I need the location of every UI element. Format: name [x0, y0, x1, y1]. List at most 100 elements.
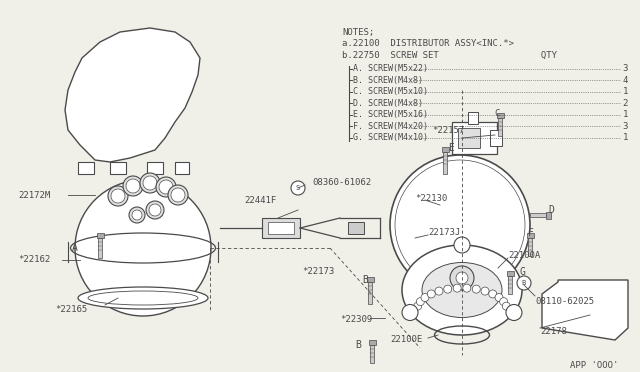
- Circle shape: [472, 285, 480, 293]
- Circle shape: [140, 173, 160, 193]
- Circle shape: [123, 176, 143, 196]
- Bar: [468, 112, 478, 124]
- Polygon shape: [65, 28, 200, 162]
- Bar: [98, 238, 102, 258]
- Circle shape: [456, 272, 468, 284]
- Text: 22178: 22178: [540, 327, 567, 337]
- Circle shape: [502, 302, 510, 310]
- Bar: [262, 218, 300, 238]
- Text: 2: 2: [623, 99, 628, 108]
- Text: F. SCREW(M4x20): F. SCREW(M4x20): [353, 122, 428, 131]
- Bar: [452, 122, 497, 154]
- Text: *22162: *22162: [18, 256, 51, 264]
- Bar: [442, 147, 449, 152]
- Circle shape: [75, 180, 211, 316]
- Circle shape: [453, 284, 461, 292]
- Text: C: C: [494, 109, 499, 118]
- Bar: [458, 128, 480, 148]
- Bar: [268, 222, 294, 234]
- Ellipse shape: [422, 263, 502, 317]
- Text: 1: 1: [623, 87, 628, 96]
- Circle shape: [146, 201, 164, 219]
- Text: A: A: [72, 243, 78, 253]
- Text: G: G: [520, 267, 526, 277]
- Bar: [110, 162, 126, 174]
- Text: F: F: [528, 228, 534, 238]
- Text: *22130: *22130: [415, 193, 447, 202]
- Circle shape: [517, 276, 531, 290]
- Circle shape: [421, 294, 429, 301]
- Text: 1: 1: [623, 133, 628, 142]
- Text: B: B: [355, 340, 361, 350]
- Text: *22309: *22309: [340, 315, 372, 324]
- Circle shape: [495, 294, 503, 301]
- Circle shape: [390, 155, 530, 295]
- Text: 3: 3: [623, 64, 628, 73]
- Circle shape: [108, 186, 128, 206]
- Circle shape: [454, 237, 470, 253]
- Bar: [527, 233, 534, 238]
- Text: 08110-62025: 08110-62025: [535, 298, 594, 307]
- Text: b.22750  SCREW SET                   QTY: b.22750 SCREW SET QTY: [342, 51, 557, 60]
- Ellipse shape: [88, 291, 198, 305]
- Circle shape: [132, 210, 142, 220]
- Bar: [348, 222, 364, 234]
- Text: APP 'OOO': APP 'OOO': [570, 360, 618, 369]
- Text: G. SCREW(M4x10): G. SCREW(M4x10): [353, 133, 428, 142]
- Text: A. SCREW(M5x22): A. SCREW(M5x22): [353, 64, 428, 73]
- Circle shape: [417, 298, 424, 306]
- Bar: [546, 212, 551, 219]
- Text: 22173J: 22173J: [428, 228, 460, 237]
- Circle shape: [435, 287, 443, 295]
- Circle shape: [143, 176, 157, 190]
- Circle shape: [149, 204, 161, 216]
- Circle shape: [506, 305, 522, 321]
- Bar: [507, 271, 514, 276]
- Text: 22100E: 22100E: [390, 336, 422, 344]
- Bar: [490, 130, 502, 146]
- Text: D. SCREW(M4x8): D. SCREW(M4x8): [353, 99, 428, 108]
- Text: a.22100  DISTRIBUTOR ASSY<INC.*>: a.22100 DISTRIBUTOR ASSY<INC.*>: [342, 39, 514, 48]
- Circle shape: [171, 188, 185, 202]
- Circle shape: [450, 266, 474, 290]
- Bar: [498, 118, 502, 136]
- Text: E: E: [448, 143, 454, 153]
- Bar: [497, 113, 504, 118]
- Ellipse shape: [402, 245, 522, 335]
- Bar: [367, 277, 374, 282]
- Bar: [368, 282, 372, 304]
- Circle shape: [463, 284, 471, 292]
- Circle shape: [111, 189, 125, 203]
- Bar: [530, 213, 546, 217]
- Text: D: D: [548, 205, 554, 215]
- Text: 08360-61062: 08360-61062: [312, 177, 371, 186]
- Bar: [370, 345, 374, 363]
- Circle shape: [402, 305, 418, 321]
- Text: 22441F: 22441F: [244, 196, 276, 205]
- Bar: [443, 152, 447, 174]
- Ellipse shape: [564, 295, 586, 311]
- Text: E. SCREW(M5x16): E. SCREW(M5x16): [353, 110, 428, 119]
- Polygon shape: [542, 280, 628, 340]
- Text: NOTES;: NOTES;: [342, 28, 374, 36]
- Text: B: B: [522, 280, 526, 286]
- Text: S: S: [296, 185, 300, 191]
- Ellipse shape: [603, 310, 617, 320]
- Bar: [97, 233, 104, 238]
- Text: 22100A: 22100A: [508, 250, 540, 260]
- Circle shape: [291, 181, 305, 195]
- Text: B. SCREW(M4x8): B. SCREW(M4x8): [353, 76, 428, 84]
- Bar: [175, 162, 189, 174]
- Circle shape: [126, 179, 140, 193]
- Circle shape: [159, 180, 173, 194]
- Text: *22165: *22165: [55, 305, 87, 314]
- Text: *22157: *22157: [432, 125, 464, 135]
- Circle shape: [489, 290, 497, 298]
- Text: 4: 4: [623, 76, 628, 84]
- Text: *22173: *22173: [302, 267, 334, 276]
- Bar: [147, 162, 163, 174]
- Text: B: B: [362, 275, 368, 285]
- Ellipse shape: [78, 287, 208, 309]
- Bar: [508, 276, 512, 294]
- Text: 22172M: 22172M: [18, 190, 51, 199]
